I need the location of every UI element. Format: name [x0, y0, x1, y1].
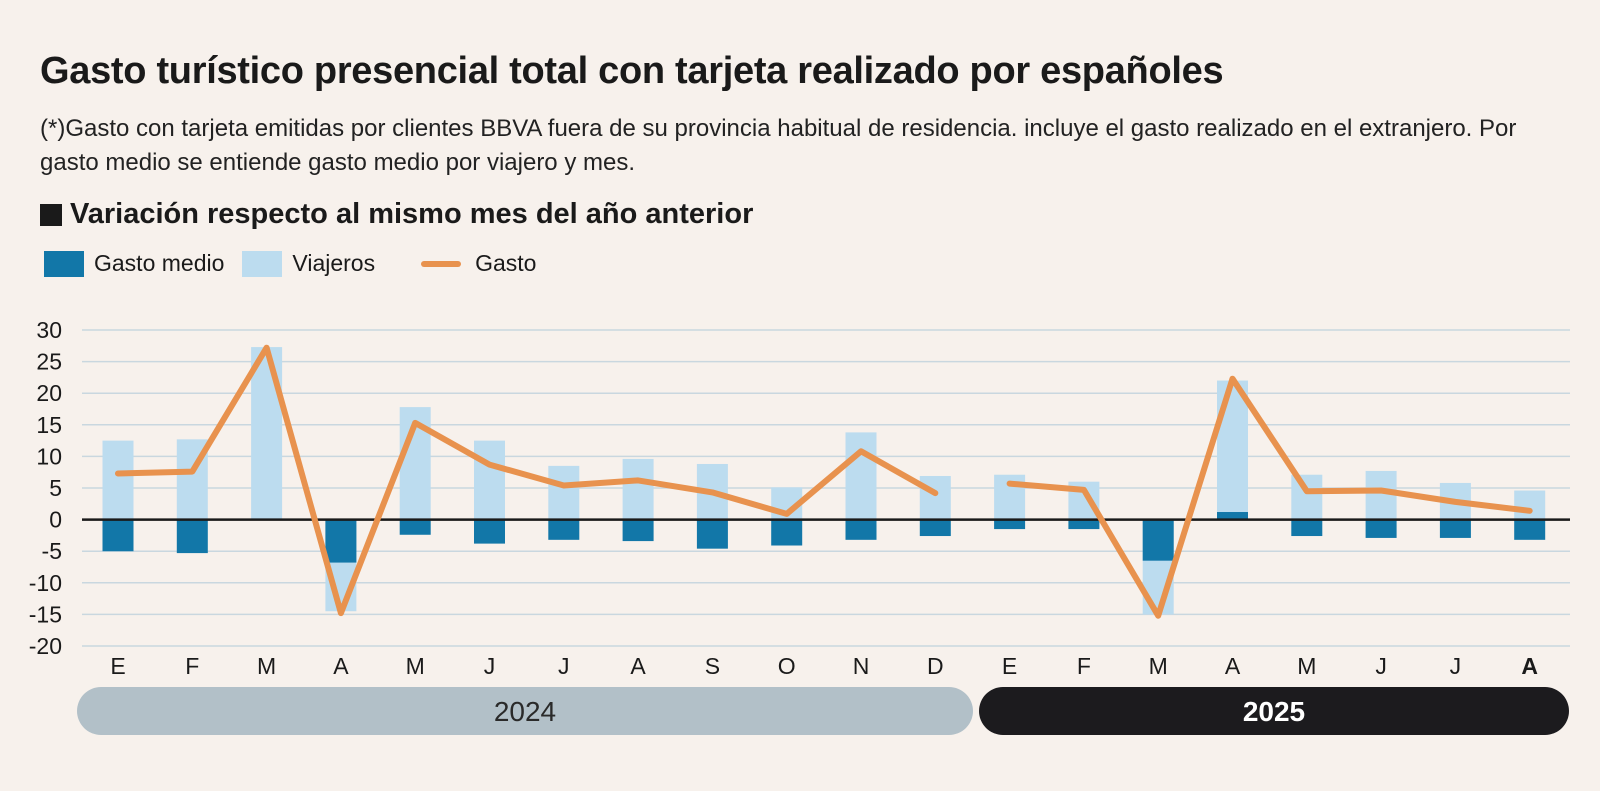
legend-label-gasto-medio: Gasto medio [94, 250, 225, 276]
line-gasto [115, 344, 939, 617]
chart-subtitle: (*)Gasto con tarjeta emitidas por client… [40, 115, 1517, 176]
bar-viajeros [251, 347, 283, 520]
bar-gasto-medio [102, 519, 134, 552]
x-tick-label: A [1225, 653, 1241, 679]
section-square-icon [40, 203, 62, 226]
x-tick-label: M [1149, 653, 1168, 679]
x-tick-label: J [484, 653, 496, 679]
x-tick-label: A [630, 653, 646, 679]
year-label-2024: 2024 [494, 696, 556, 727]
bar-gasto-medio [1365, 519, 1397, 538]
chart-title: Gasto turístico presencial total con tar… [40, 50, 1224, 92]
bar-gasto-medio [696, 519, 728, 549]
x-tick-label: S [705, 653, 720, 679]
bar-viajeros [845, 432, 877, 520]
y-tick-label: 20 [36, 380, 62, 406]
bar-viajeros [548, 465, 580, 520]
bar-gasto-medio [1068, 519, 1100, 530]
bar-viajeros [622, 458, 654, 520]
legend-swatch-gasto-medio [44, 250, 84, 277]
legend-item-gasto: Gasto [393, 250, 536, 277]
bar-gasto-medio [771, 519, 803, 546]
y-tick-label: -20 [29, 633, 62, 659]
bar-viajeros [102, 440, 134, 520]
year-band-2024 [77, 687, 973, 735]
legend-item-viajeros: Viajeros [242, 250, 375, 277]
line-gasto [1006, 375, 1533, 619]
year-band-2025 [979, 687, 1569, 735]
x-tick-label: E [110, 653, 125, 679]
y-tick-label: -15 [29, 601, 62, 627]
x-tick-label: M [1297, 653, 1316, 679]
y-tick-label: -5 [42, 538, 62, 564]
x-tick-label: E [1002, 653, 1017, 679]
bar-gasto-medio [548, 519, 580, 540]
bar-gasto-medio [325, 519, 357, 563]
bar-gasto-medio [1514, 519, 1546, 540]
x-tick-label: J [1375, 653, 1387, 679]
chart-area: 30 25 20 15 10 5 0 -5 -10 -15 -20 E F M A M J J A S O N D E F M A M… [29, 317, 1570, 735]
y-tick-label: 30 [36, 317, 62, 343]
section-heading: Variación respecto al mismo mes del año … [40, 198, 753, 231]
x-tick-label: F [185, 653, 199, 679]
legend-swatch-gasto [421, 260, 462, 267]
y-tick-label: 15 [36, 412, 62, 438]
legend-label-gasto: Gasto [475, 250, 537, 276]
x-tick-label: O [778, 653, 796, 679]
y-tick-label: 5 [49, 475, 62, 501]
y-tick-label: 25 [36, 349, 62, 375]
bar-gasto-medio [1439, 519, 1471, 538]
y-tick-label: 0 [49, 507, 62, 533]
bar-gasto-medio [1217, 512, 1248, 520]
section-heading-text: Variación respecto al mismo mes del año … [70, 198, 754, 230]
bar-gasto-medio [474, 519, 505, 544]
bar-gasto-medio [1142, 519, 1174, 561]
y-tick-label: -10 [29, 570, 62, 596]
bar-viajeros [919, 475, 951, 520]
bar-gasto-medio [845, 519, 877, 540]
y-tick-label: 10 [36, 443, 62, 469]
legend-item-gasto-medio: Gasto medio [44, 250, 224, 277]
bar-viajeros [1365, 470, 1397, 520]
bar-gasto-medio [1291, 519, 1323, 537]
x-tick-label: F [1077, 653, 1091, 679]
bar-viajeros [1217, 380, 1248, 520]
bar-gasto-medio [399, 519, 431, 535]
x-tick-label: A [1521, 653, 1538, 679]
bar-gasto-medio [919, 519, 951, 537]
legend: Gasto medio Viajeros Gasto [44, 250, 554, 277]
x-tick-label: J [558, 653, 570, 679]
legend-swatch-viajeros [242, 250, 283, 277]
bar-viajeros [474, 440, 505, 520]
x-tick-label: A [333, 653, 349, 679]
bar-gasto-medio [994, 519, 1026, 530]
year-label-2025: 2025 [1243, 696, 1305, 727]
bar-viajeros [1291, 474, 1323, 520]
bar-gasto-medio [176, 519, 208, 554]
x-tick-label: N [853, 653, 870, 679]
x-tick-label: M [257, 653, 276, 679]
x-tick-label: J [1450, 653, 1462, 679]
bar-viajeros [1514, 490, 1546, 520]
legend-label-viajeros: Viajeros [292, 250, 376, 276]
bar-gasto-medio [622, 519, 654, 542]
x-tick-label: M [406, 653, 425, 679]
x-tick-label: D [927, 653, 944, 679]
